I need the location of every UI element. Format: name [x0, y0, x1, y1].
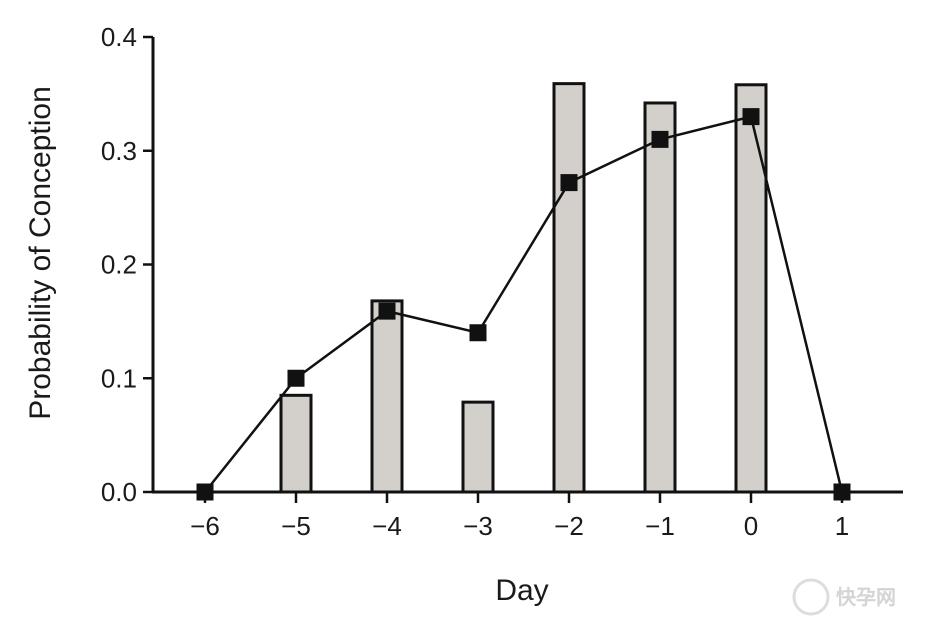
bar: [461, 400, 495, 494]
bar: [734, 83, 768, 494]
x-tick-label: −2: [554, 511, 584, 541]
line-marker: [833, 483, 851, 501]
line-marker: [560, 174, 578, 192]
y-tick-label: 0.2: [101, 250, 137, 280]
x-tick-label: 1: [835, 511, 849, 541]
y-tick-label: 0.3: [101, 136, 137, 166]
x-tick-label: −4: [372, 511, 402, 541]
bar: [643, 101, 677, 494]
line-marker: [196, 483, 214, 501]
line-marker: [378, 302, 396, 320]
ticks: 0.0 0.1 0.2 0.3 0.4 −6 −5 −4 −3 −2 −1 0 1: [101, 22, 849, 541]
x-tick-label: −3: [463, 511, 493, 541]
line-path: [204, 115, 844, 493]
x-axis-title: Day: [495, 574, 548, 607]
watermark-logo-icon: [792, 578, 830, 616]
y-tick-label: 0.1: [101, 363, 137, 393]
watermark-text: 快孕网: [836, 585, 896, 609]
x-tick-label: 0: [744, 511, 758, 541]
bar: [552, 82, 586, 494]
line-marker: [469, 324, 487, 342]
x-tick-label: −1: [645, 511, 675, 541]
y-tick-label: 0.4: [101, 22, 137, 52]
y-axis-title: Probability of Conception: [24, 86, 57, 420]
bar: [370, 299, 404, 494]
watermark-logo: 快孕网: [792, 578, 896, 616]
line-marker: [742, 108, 760, 126]
x-tick-label: −5: [281, 511, 311, 541]
line-marker: [651, 130, 669, 148]
line-marker: [287, 369, 305, 387]
line-series: [196, 108, 851, 501]
y-tick-label: 0.0: [101, 477, 137, 507]
bar: [279, 393, 313, 494]
bars-layer: [279, 82, 768, 494]
axes: [151, 37, 903, 494]
x-tick-label: −6: [190, 511, 220, 541]
